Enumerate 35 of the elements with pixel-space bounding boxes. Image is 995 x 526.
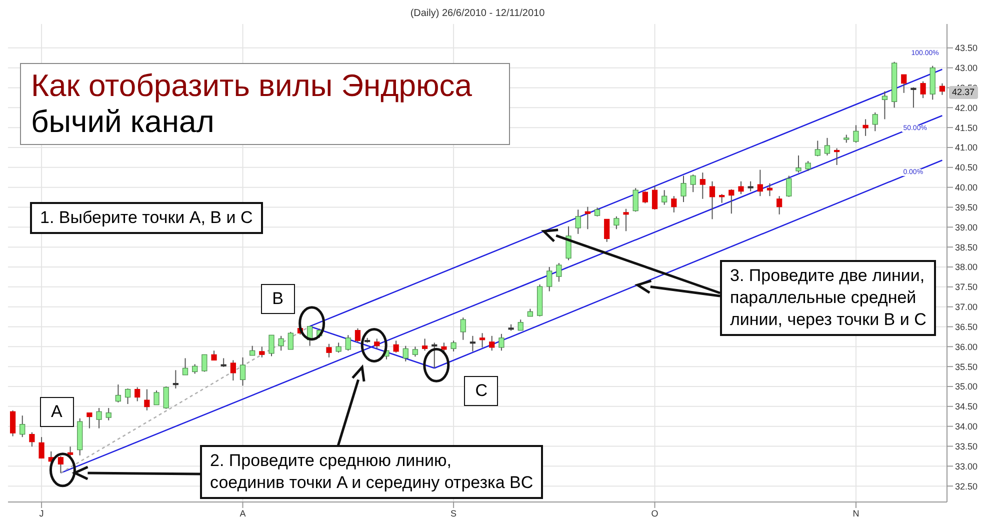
y-tick-label: 33.00 xyxy=(955,461,978,472)
y-tick-label: 37.00 xyxy=(955,302,978,312)
x-tick-label: O xyxy=(651,508,658,518)
y-tick-label: 35.00 xyxy=(955,382,978,392)
chart-subtitle: (Daily) 26/6/2010 - 12/11/2010 xyxy=(409,8,546,19)
y-tick-label: 32.50 xyxy=(955,481,978,492)
y-tick-label: 41.00 xyxy=(955,142,978,153)
y-tick-label: 38.50 xyxy=(955,242,978,252)
y-tick-label: 37.50 xyxy=(955,282,978,292)
annotation: A xyxy=(40,396,74,427)
annotation: 2. Проведите среднюю линию, соединив точки A и середину отрезка BC xyxy=(200,445,544,499)
x-tick-label: S xyxy=(450,508,457,518)
x-tick-label: A xyxy=(240,508,246,518)
y-tick-label: 41.50 xyxy=(955,122,978,133)
y-tick-label: 36.00 xyxy=(955,342,978,352)
y-tick-label: 42.00 xyxy=(955,102,978,113)
y-tick-label: 38.00 xyxy=(955,262,978,272)
y-tick-label: 43.50 xyxy=(955,43,978,54)
y-tick-label: 35.50 xyxy=(955,362,978,372)
y-tick-label: 40.50 xyxy=(955,162,978,173)
y-tick-label: 36.50 xyxy=(955,322,978,332)
annotation: B xyxy=(260,284,295,314)
y-tick-label: 34.00 xyxy=(955,422,978,432)
y-tick-label: 43.00 xyxy=(955,63,978,74)
annotation: 3. Проведите две линии, параллельные средней линии, через точки B и C xyxy=(720,260,936,336)
y-tick-label: 33.50 xyxy=(955,441,978,452)
text: Как отобразить вилы Эндрюса бычий канал xyxy=(31,68,473,140)
annotation: 1. Выберите точки A, B и C xyxy=(30,202,263,234)
x-tick-label: N xyxy=(852,508,860,518)
y-tick-label: 39.50 xyxy=(955,202,978,212)
y-tick-label: 40.00 xyxy=(955,182,978,193)
y-tick-label: 34.50 xyxy=(955,402,978,412)
annotation: C xyxy=(464,376,498,406)
x-tick-label: J xyxy=(39,508,44,518)
y-tick-label: 39.00 xyxy=(955,222,978,232)
